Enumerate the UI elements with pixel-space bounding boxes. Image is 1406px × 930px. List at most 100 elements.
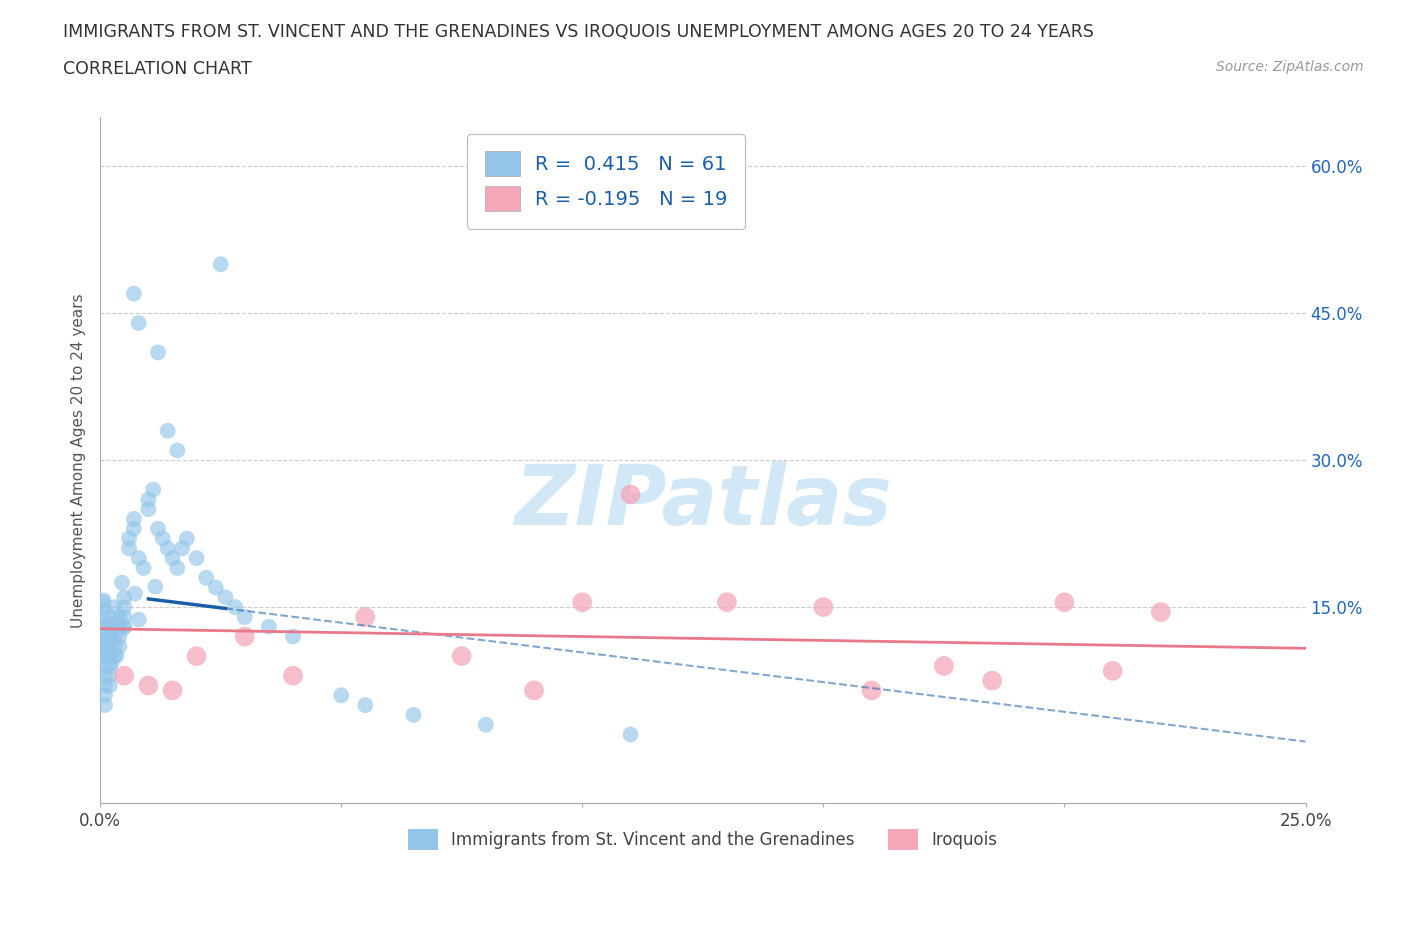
Point: [118, 541, 141, 556]
Point: [94, 649, 117, 664]
Point: [104, 619, 127, 634]
Point: [354, 698, 377, 712]
Point: [152, 531, 174, 546]
Point: [475, 717, 498, 732]
Point: [97, 645, 120, 660]
Point: [1101, 663, 1123, 678]
Point: [166, 561, 188, 576]
Point: [122, 522, 145, 537]
Point: [1150, 604, 1173, 619]
Point: [142, 482, 165, 497]
Point: [98, 622, 121, 637]
Point: [94, 632, 117, 647]
Point: [124, 586, 146, 601]
Text: CORRELATION CHART: CORRELATION CHART: [63, 60, 252, 78]
Point: [104, 629, 127, 644]
Point: [98, 678, 121, 693]
Point: [108, 609, 131, 624]
Point: [97, 638, 120, 653]
Point: [104, 639, 127, 654]
Point: [156, 423, 179, 438]
Y-axis label: Unemployment Among Ages 20 to 24 years: Unemployment Among Ages 20 to 24 years: [72, 293, 86, 628]
Point: [523, 683, 546, 698]
Point: [93, 603, 115, 618]
Point: [233, 609, 256, 624]
Point: [1053, 595, 1076, 610]
Point: [281, 669, 304, 684]
Point: [100, 656, 122, 671]
Point: [981, 673, 1004, 688]
Text: ZIPatlas: ZIPatlas: [513, 461, 891, 542]
Point: [128, 315, 150, 330]
Point: [128, 612, 150, 627]
Point: [146, 345, 169, 360]
Point: [94, 678, 117, 693]
Point: [205, 580, 228, 595]
Point: [138, 492, 160, 507]
Point: [108, 629, 131, 644]
Point: [122, 512, 145, 526]
Point: [91, 642, 114, 657]
Point: [93, 593, 115, 608]
Point: [257, 619, 280, 634]
Point: [122, 286, 145, 301]
Legend: Immigrants from St. Vincent and the Grenadines, Iroquois: Immigrants from St. Vincent and the Gren…: [401, 823, 1004, 857]
Point: [98, 617, 121, 631]
Point: [143, 579, 166, 594]
Point: [619, 487, 641, 502]
Point: [94, 649, 117, 664]
Point: [138, 678, 160, 693]
Point: [112, 600, 135, 615]
Point: [112, 619, 135, 634]
Point: [94, 658, 117, 673]
Point: [111, 575, 134, 590]
Point: [94, 629, 117, 644]
Point: [354, 609, 377, 624]
Point: [132, 561, 155, 576]
Point: [104, 600, 127, 615]
Point: [112, 590, 135, 604]
Point: [91, 595, 114, 610]
Point: [112, 620, 135, 635]
Point: [112, 609, 135, 624]
Point: [224, 600, 246, 615]
Point: [450, 649, 472, 664]
Point: [98, 658, 121, 673]
Point: [214, 590, 236, 604]
Point: [118, 531, 141, 546]
Point: [138, 502, 160, 517]
Point: [330, 688, 353, 703]
Point: [94, 698, 117, 712]
Point: [98, 669, 121, 684]
Point: [98, 619, 121, 634]
Point: [94, 669, 117, 684]
Point: [94, 688, 117, 703]
Point: [860, 683, 883, 698]
Point: [716, 595, 738, 610]
Point: [96, 631, 118, 646]
Point: [98, 609, 121, 624]
Point: [105, 648, 128, 663]
Point: [176, 531, 198, 546]
Point: [402, 708, 425, 723]
Point: [162, 683, 184, 698]
Point: [104, 649, 127, 664]
Point: [932, 658, 955, 673]
Point: [571, 595, 593, 610]
Point: [619, 727, 641, 742]
Point: [209, 257, 232, 272]
Point: [94, 619, 117, 634]
Text: IMMIGRANTS FROM ST. VINCENT AND THE GRENADINES VS IROQUOIS UNEMPLOYMENT AMONG AG: IMMIGRANTS FROM ST. VINCENT AND THE GREN…: [63, 23, 1094, 41]
Point: [186, 551, 208, 565]
Point: [233, 629, 256, 644]
Point: [98, 649, 121, 664]
Text: Source: ZipAtlas.com: Source: ZipAtlas.com: [1216, 60, 1364, 74]
Point: [94, 639, 117, 654]
Point: [156, 541, 179, 556]
Point: [281, 629, 304, 644]
Point: [112, 669, 135, 684]
Point: [107, 615, 129, 630]
Point: [172, 541, 194, 556]
Point: [108, 639, 131, 654]
Point: [91, 621, 114, 636]
